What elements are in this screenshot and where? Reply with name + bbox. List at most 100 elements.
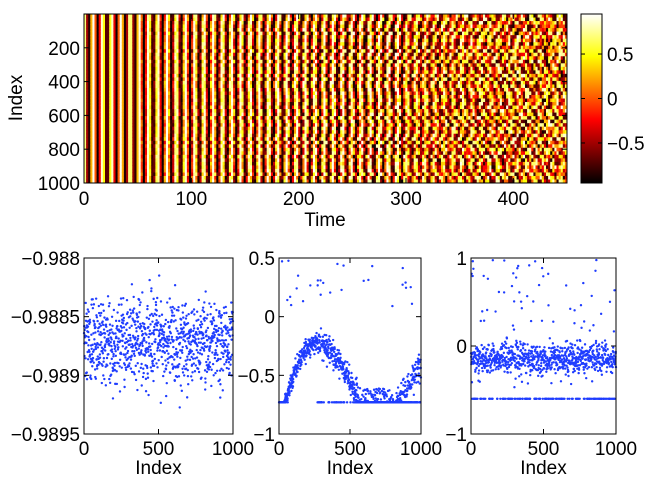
heatmap-cell: [142, 175, 146, 180]
heatmap-cell: [298, 102, 301, 106]
heatmap-cell: [237, 94, 240, 99]
heatmap-cell: [212, 45, 215, 50]
heatmap-cell: [231, 158, 234, 163]
heatmap-cell: [107, 35, 110, 40]
heatmap-cell: [266, 133, 270, 138]
heatmap-cell: [128, 24, 131, 29]
heatmap-cell: [216, 73, 219, 78]
heatmap-cell: [138, 140, 142, 145]
heatmap-cell: [119, 140, 123, 145]
heatmap-cell: [283, 38, 286, 43]
heatmap-cell: [90, 21, 93, 25]
heatmap-cell: [113, 119, 116, 124]
heatmap-cell: [168, 38, 171, 43]
heatmap-cell: [189, 175, 192, 180]
heatmap-cell: [161, 14, 165, 18]
heatmap-cell: [189, 49, 192, 54]
heatmap-cell: [140, 80, 144, 85]
heatmap-cell: [203, 147, 207, 152]
heatmap-cell: [220, 84, 223, 89]
heatmap-cell: [178, 116, 181, 121]
heatmap-cell: [84, 66, 87, 71]
heatmap-cell: [100, 140, 104, 145]
heatmap-cell: [254, 130, 257, 135]
heatmap-cell: [266, 63, 270, 68]
heatmap-cell: [281, 14, 284, 18]
heatmap-cell: [147, 161, 150, 166]
heatmap-cell: [287, 66, 291, 71]
heatmap-cell: [172, 59, 175, 64]
heatmap-cell: [212, 66, 215, 71]
heatmap-cell: [121, 179, 125, 183]
heatmap-cell: [191, 105, 194, 110]
heatmap-cell: [252, 102, 255, 106]
heatmap-cell: [149, 17, 152, 22]
heatmap-cell: [298, 165, 301, 170]
heatmap-cell: [285, 165, 289, 170]
heatmap-cell: [258, 87, 261, 92]
heatmap-cell: [161, 119, 165, 124]
heatmap-cell: [96, 52, 100, 57]
heatmap-cell: [214, 24, 217, 29]
heatmap-cell: [220, 116, 223, 121]
heatmap-cell: [289, 66, 293, 71]
heatmap-cell: [90, 80, 93, 85]
heatmap-cell: [88, 116, 91, 121]
heatmap-cell: [199, 84, 202, 89]
heatmap-cell: [176, 126, 179, 131]
heatmap-cell: [224, 179, 228, 183]
heatmap-cell: [115, 98, 118, 103]
heatmap-cell: [205, 31, 209, 36]
heatmap-cell: [264, 172, 268, 177]
heatmap-cell: [264, 161, 268, 166]
heatmap-cell: [201, 151, 205, 156]
heatmap-cell: [111, 112, 114, 117]
heatmap-cell: [275, 126, 278, 131]
heatmap-cell: [159, 91, 163, 96]
heatmap-cell: [226, 73, 230, 78]
heatmap-cell: [149, 59, 152, 64]
heatmap-cell: [216, 137, 219, 142]
heatmap-cell: [105, 94, 108, 99]
heatmap-cell: [174, 130, 177, 135]
heatmap-cell: [264, 147, 268, 152]
heatmap-cell: [275, 80, 278, 85]
heatmap-cell: [207, 175, 211, 180]
heatmap-cell: [239, 133, 242, 138]
heatmap-cell: [273, 77, 276, 82]
heatmap-cell: [130, 70, 133, 75]
heatmap-cell: [147, 102, 150, 106]
heatmap-cell: [285, 28, 289, 32]
heatmap-cell: [218, 94, 221, 99]
heatmap-cell: [205, 147, 209, 152]
heatmap-cell: [92, 21, 95, 25]
heatmap-cell: [153, 116, 156, 121]
heatmap-cell: [247, 137, 251, 142]
heatmap-cell: [94, 42, 97, 47]
heatmap-cell: [210, 28, 213, 32]
heatmap-cell: [193, 24, 196, 29]
heatmap-cell: [245, 140, 249, 145]
heatmap-cell: [98, 31, 102, 36]
heatmap-cell: [226, 70, 230, 75]
heatmap-cell: [195, 31, 198, 36]
heatmap-cell: [147, 14, 150, 18]
heatmap-cell: [117, 56, 121, 61]
heatmap-cell: [289, 112, 293, 117]
heatmap-cell: [123, 126, 127, 131]
heatmap-cell: [264, 126, 268, 131]
heatmap-cell: [147, 133, 150, 138]
heatmap-cell: [277, 14, 280, 18]
heatmap-cell: [109, 94, 112, 99]
heatmap-cell: [195, 105, 198, 110]
heatmap-cell: [298, 133, 301, 138]
heatmap-cell: [262, 144, 265, 149]
heatmap-cell: [199, 14, 202, 18]
heatmap-cell: [245, 161, 249, 166]
heatmap-cell: [205, 165, 209, 170]
heatmap-cell: [296, 17, 299, 22]
heatmap-cell: [291, 126, 295, 131]
heatmap-cell: [159, 116, 163, 121]
heatmap-cell: [241, 133, 244, 138]
heatmap-cell: [199, 35, 202, 40]
